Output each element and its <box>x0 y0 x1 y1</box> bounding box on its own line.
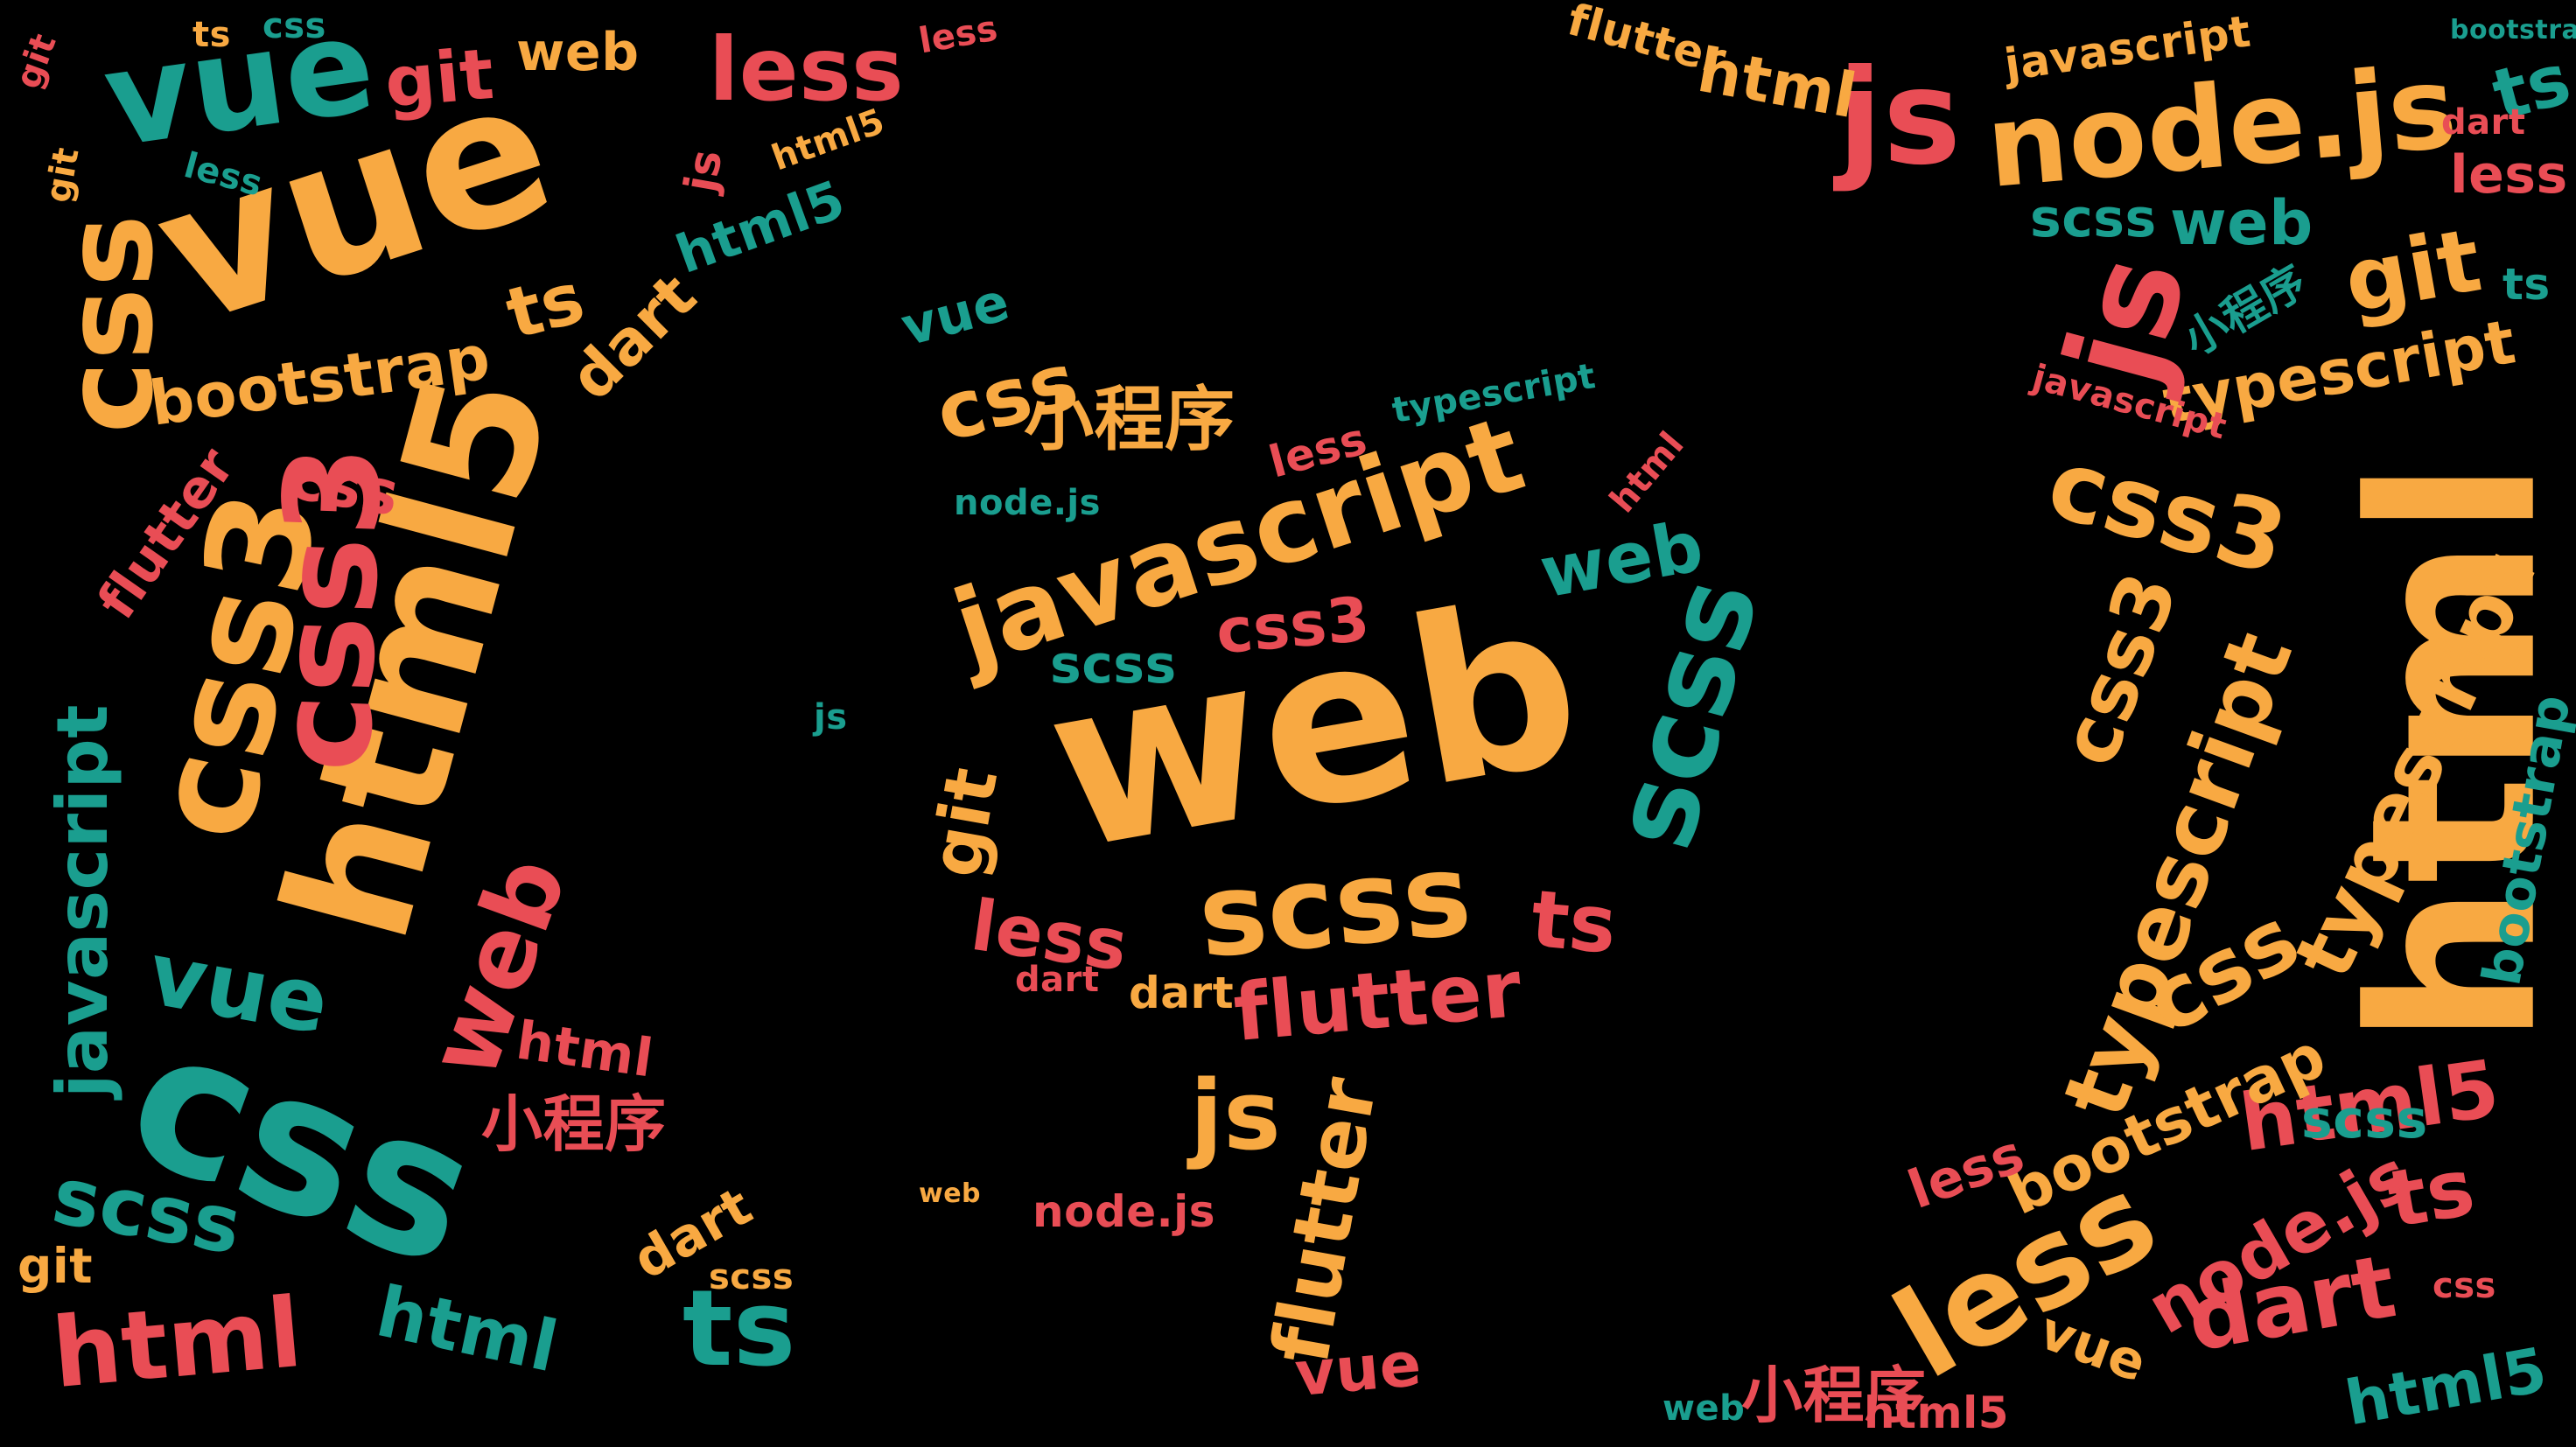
word-小程序-right: 小程序 <box>1741 1360 1927 1431</box>
word-html5-right-bottom: html5 <box>1864 1388 2010 1438</box>
word-git-bottom-left: git <box>18 1238 94 1294</box>
word-dart-left: dart <box>556 259 710 415</box>
word-small-7: less <box>915 8 1001 62</box>
word-css3-right-vertical: css3 <box>2042 561 2196 778</box>
word-small-16: bootstrap <box>2450 15 2576 45</box>
word-git-right: git <box>2336 208 2489 333</box>
word-git-center: git <box>914 761 1014 884</box>
word-small-13: css <box>2432 1266 2496 1306</box>
word-small-5: git <box>38 144 88 206</box>
word-small-2: css <box>262 6 326 46</box>
word-js-center-bottom: js <box>1190 1059 1282 1171</box>
word-scss-right: scss <box>2030 188 2157 249</box>
word-html-bottom-left: html <box>47 1276 307 1410</box>
word-dart-center: dart <box>1129 968 1235 1018</box>
word-scss-bottom-right: scss <box>2301 1089 2428 1150</box>
word-html-left-mid: html <box>512 1010 657 1090</box>
word-js-top-right: js <box>1838 42 1962 194</box>
word-ts-center: ts <box>1527 872 1621 973</box>
word-css3-red-vertical: css3 <box>248 442 412 774</box>
word-node.js-center: node.js <box>954 483 1101 523</box>
word-html5-bottom-right: html5 <box>2340 1333 2552 1440</box>
word-css3-right: css3 <box>2037 426 2299 598</box>
word-small-11: web <box>1662 1388 1746 1429</box>
word-less-top: less <box>709 18 905 121</box>
word-small-17: dart <box>2441 102 2526 143</box>
word-small-8: js <box>814 697 848 737</box>
word-web-right: web <box>2170 187 2314 259</box>
word-less-top-right: less <box>2450 144 2568 206</box>
word-small-1: ts <box>192 15 231 55</box>
word-small-9: dart <box>1015 960 1100 1000</box>
word-small-12: scss <box>709 1257 794 1297</box>
word-web-top-left: web <box>516 22 640 83</box>
word-ts-left: ts <box>498 256 593 355</box>
word-ts-bottom-left: ts <box>682 1269 796 1390</box>
word-small-10: web <box>919 1178 982 1209</box>
word-vue-center-top: vue <box>895 271 1016 359</box>
word-scss-center-vertical: scss <box>1585 564 1785 862</box>
word-git-top-left: git <box>382 32 498 124</box>
word-vue-center-bottom: vue <box>1292 1327 1424 1411</box>
word-小程序-left: 小程序 <box>481 1088 667 1160</box>
word-small-3: git <box>8 28 65 94</box>
word-vue-bottom-right: vue <box>2031 1299 2155 1395</box>
word-flutter-top-right: flutter <box>1562 0 1732 85</box>
word-html-bottom-teal: html <box>369 1270 565 1388</box>
word-scss-center-small: scss <box>1050 634 1177 696</box>
word-js-left: js <box>675 145 732 196</box>
word-node.js-center-bottom: node.js <box>1032 1186 1216 1237</box>
word-small-20: html <box>1602 423 1692 521</box>
word-小程序-center: 小程序 <box>1024 379 1236 460</box>
word-small-14: ts <box>2502 259 2551 310</box>
word-javascript-vertical: javascript <box>41 704 123 1098</box>
word-css3-center: css3 <box>1213 583 1373 668</box>
word-flutter-center: flutter <box>1230 942 1525 1060</box>
